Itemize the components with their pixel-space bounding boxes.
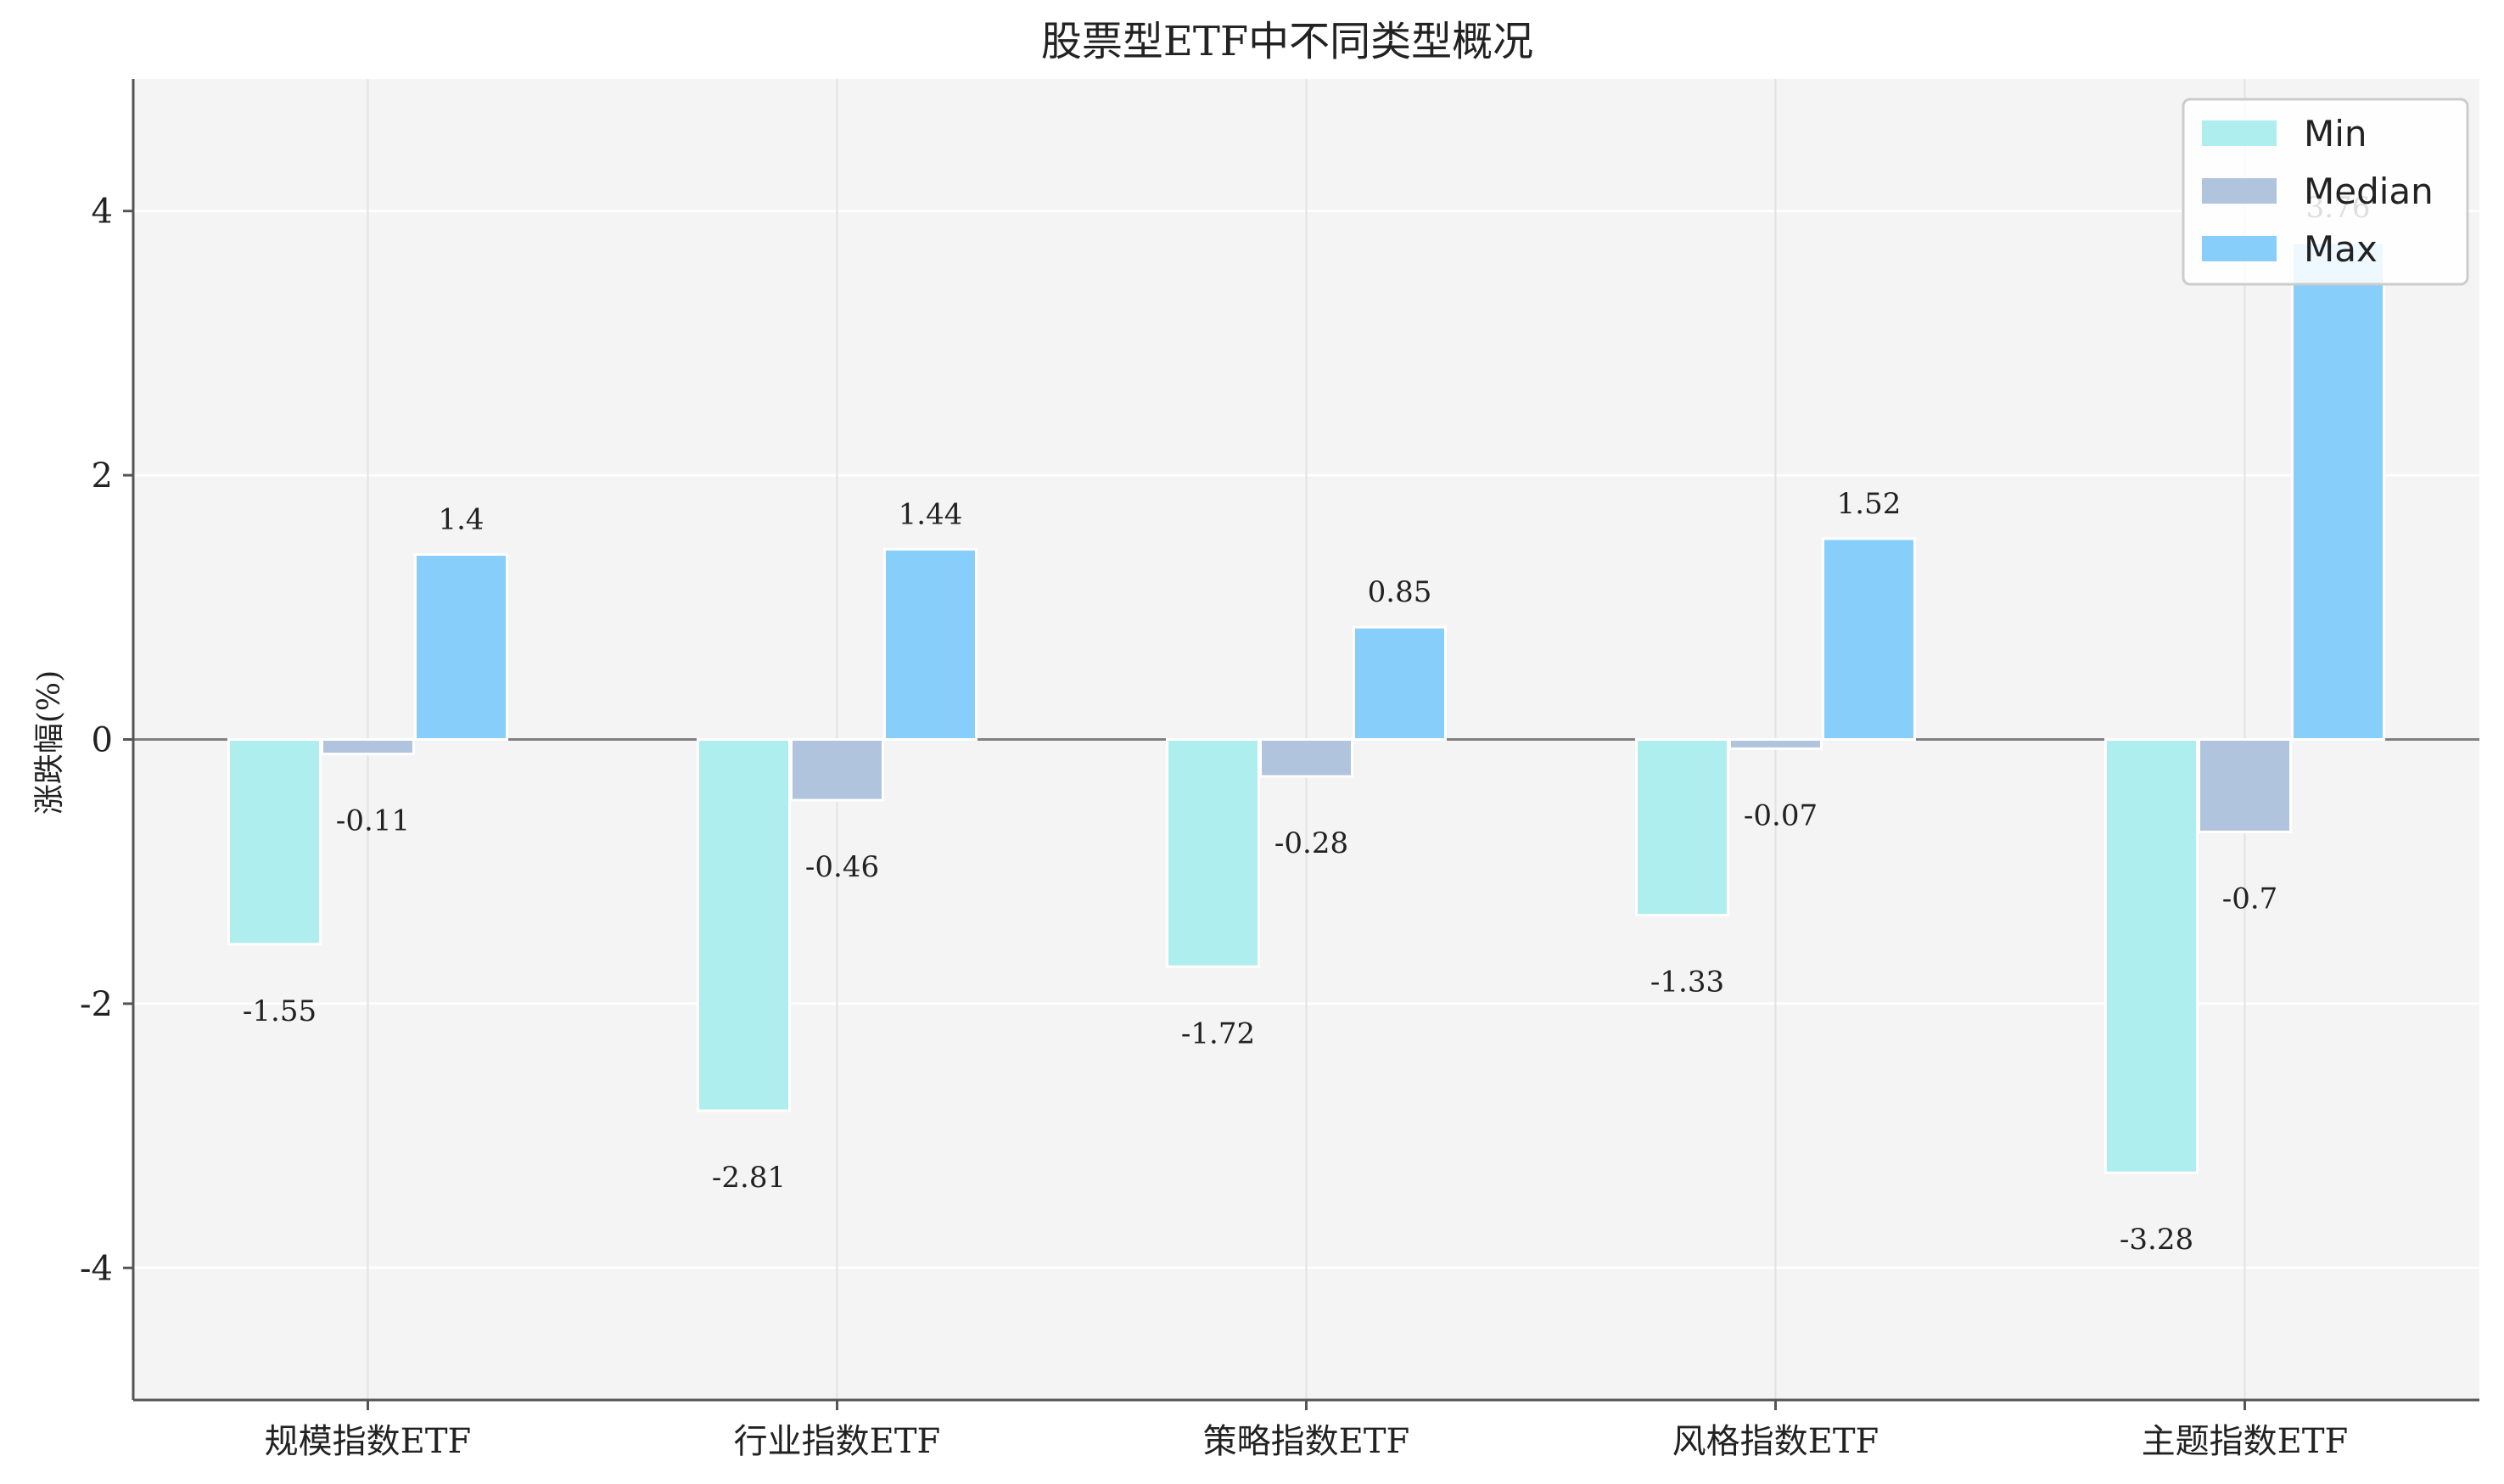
x-tick-label: 规模指数ETF	[265, 1422, 472, 1461]
legend-label-max: Max	[2304, 228, 2378, 270]
bar-max-0	[414, 553, 508, 742]
bar-max-4	[2291, 241, 2385, 741]
y-tick-label: 2	[92, 456, 113, 496]
data-label-median-2: -0.28	[1274, 826, 1348, 860]
data-label-max-3: 1.52	[1837, 487, 1902, 521]
y-tick-label: -2	[80, 985, 113, 1024]
data-label-max-0: 1.4	[438, 503, 484, 537]
data-label-min-0: -1.55	[243, 994, 317, 1028]
legend-label-median: Median	[2304, 171, 2434, 212]
data-label-min-3: -1.33	[1650, 966, 1724, 1000]
data-label-median-0: -0.11	[336, 804, 410, 838]
y-axis-label: 涨跌幅(%)	[32, 670, 67, 815]
legend-label-min: Min	[2304, 113, 2367, 154]
bar-median-4	[2198, 738, 2292, 833]
data-label-min-1: -2.81	[712, 1161, 786, 1195]
bar-min-0	[227, 738, 322, 946]
bar-max-2	[1353, 625, 1447, 742]
y-tick-label: 0	[92, 721, 113, 760]
data-label-max-1: 1.44	[899, 497, 963, 531]
bar-median-1	[790, 738, 884, 802]
x-tick-label: 主题指数ETF	[2142, 1422, 2349, 1461]
bar-min-3	[1635, 738, 1729, 917]
data-label-max-2: 0.85	[1368, 575, 1432, 609]
bar-min-1	[697, 738, 791, 1112]
bar-min-4	[2104, 738, 2199, 1174]
data-label-median-1: -0.46	[805, 850, 879, 884]
x-tick-label: 策略指数ETF	[1203, 1422, 1410, 1461]
x-tick-label: 行业指数ETF	[734, 1422, 941, 1461]
data-label-median-4: -0.7	[2222, 882, 2278, 916]
bar-median-2	[1259, 738, 1353, 778]
data-label-median-3: -0.07	[1744, 798, 1818, 832]
x-tick-label: 风格指数ETF	[1672, 1422, 1879, 1461]
bar-max-1	[883, 547, 978, 741]
bar-max-3	[1822, 537, 1916, 741]
y-tick-label: -4	[80, 1249, 113, 1288]
chart-title: 股票型ETF中不同类型概况	[1041, 18, 1533, 65]
y-tick-label: 4	[92, 193, 113, 232]
plot-area: -1.55 -2.81 -1.72 -1.33 -3.28 -0.11 -0.46 -0.28…	[80, 79, 2479, 1461]
legend-swatch-median	[2202, 178, 2277, 204]
legend: Min Median Max	[2182, 98, 2469, 286]
bar-median-0	[321, 738, 415, 756]
data-label-min-4: -3.28	[2120, 1223, 2193, 1257]
legend-swatch-min	[2202, 120, 2277, 146]
data-label-min-2: -1.72	[1181, 1016, 1255, 1050]
bar-min-2	[1166, 738, 1260, 968]
legend-swatch-max	[2202, 236, 2277, 261]
bar-median-3	[1728, 738, 1823, 750]
